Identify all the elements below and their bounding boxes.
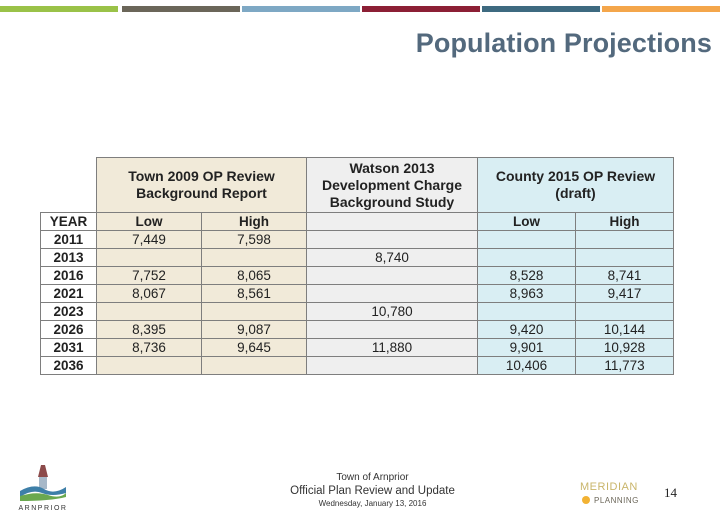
cell-county-high: 9,417 [575,284,674,303]
header-county-2015: County 2015 OP Review (draft) [477,157,674,213]
cell-county-high: 11,773 [575,356,674,375]
subheader-watson [306,212,478,231]
cell-county-low [477,230,576,249]
meridian-logo-dot-icon [582,496,590,504]
table-row: 2021 8,067 8,561 8,963 9,417 [40,284,674,303]
cell-county-high [575,302,674,321]
footer-line-3: Wednesday, January 13, 2016 [318,499,427,508]
table-row: 2036 10,406 11,773 [40,356,674,375]
page-number: 14 [664,485,677,500]
cell-watson [306,230,478,249]
table-row: 2016 7,752 8,065 8,528 8,741 [40,266,674,285]
table-row: 2013 8,740 [40,248,674,267]
cell-town-low [96,248,202,267]
accent-bar-blue [242,6,360,12]
cell-year: 2021 [40,284,97,303]
header-town-2009: Town 2009 OP Review Background Report [96,157,307,213]
accent-bar-maroon [362,6,480,12]
cell-county-high: 10,928 [575,338,674,357]
subheader-town-low: Low [96,212,202,231]
group-header-row: Town 2009 OP Review Background Report Wa… [40,157,674,213]
footer-line-2: Official Plan Review and Update [290,485,455,497]
cell-town-low: 7,752 [96,266,202,285]
cell-year: 2036 [40,356,97,375]
cell-town-low: 8,395 [96,320,202,339]
meridian-planning-logo: MERIDIAN PLANNING [580,481,639,505]
accent-bar-orange [602,6,720,12]
cell-town-high [201,356,307,375]
cell-year: 2016 [40,266,97,285]
cell-county-low: 8,528 [477,266,576,285]
cell-year: 2013 [40,248,97,267]
arnprior-logo-text: ARNPRIOR [19,505,68,512]
cell-year: 2031 [40,338,97,357]
subheader-row: YEAR Low High Low High [40,212,674,231]
arnprior-logo: ARNPRIOR [19,465,68,512]
cell-watson [306,284,478,303]
subheader-year: YEAR [40,212,97,231]
cell-watson: 8,740 [306,248,478,267]
cell-town-high [201,248,307,267]
cell-town-low: 7,449 [96,230,202,249]
table-row: 2023 10,780 [40,302,674,321]
top-accent-bars [0,6,720,12]
table-row: 2011 7,449 7,598 [40,230,674,249]
cell-county-low: 10,406 [477,356,576,375]
cell-town-high: 8,065 [201,266,307,285]
footer-line-1: Town of Arnprior [336,472,409,483]
cell-county-high [575,248,674,267]
table-row: 2031 8,736 9,645 11,880 9,901 10,928 [40,338,674,357]
cell-year: 2023 [40,302,97,321]
cell-year: 2026 [40,320,97,339]
cell-county-high: 8,741 [575,266,674,285]
header-watson-2013: Watson 2013 Development Charge Backgroun… [306,157,478,213]
meridian-logo-line-2: PLANNING [594,496,639,505]
cell-county-low [477,248,576,267]
cell-watson: 11,880 [306,338,478,357]
cell-county-low [477,302,576,321]
cell-watson: 10,780 [306,302,478,321]
cell-town-high: 9,087 [201,320,307,339]
cell-county-high: 10,144 [575,320,674,339]
meridian-logo-line-1: MERIDIAN [580,481,638,493]
cell-town-low [96,302,202,321]
cell-year: 2011 [40,230,97,249]
footer-center: Town of Arnprior Official Plan Review an… [255,472,490,508]
subheader-county-low: Low [477,212,576,231]
population-table: Town 2009 OP Review Background Report Wa… [40,157,674,375]
cell-town-low [96,356,202,375]
cell-town-low: 8,736 [96,338,202,357]
cell-town-high [201,302,307,321]
cell-county-low: 9,420 [477,320,576,339]
cell-county-high [575,230,674,249]
table-row: 2026 8,395 9,087 9,420 10,144 [40,320,674,339]
cell-county-low: 8,963 [477,284,576,303]
cell-watson [306,266,478,285]
cell-town-low: 8,067 [96,284,202,303]
cell-town-high: 7,598 [201,230,307,249]
accent-bar-brown [122,6,240,12]
slide-title: Population Projections [415,28,712,58]
cell-county-low: 9,901 [477,338,576,357]
cell-watson [306,356,478,375]
empty-corner-cell [40,157,97,213]
cell-town-high: 9,645 [201,338,307,357]
subheader-county-high: High [575,212,674,231]
cell-watson [306,320,478,339]
cell-town-high: 8,561 [201,284,307,303]
subheader-town-high: High [201,212,307,231]
accent-bar-teal [482,6,600,12]
accent-bar-green [0,6,118,12]
